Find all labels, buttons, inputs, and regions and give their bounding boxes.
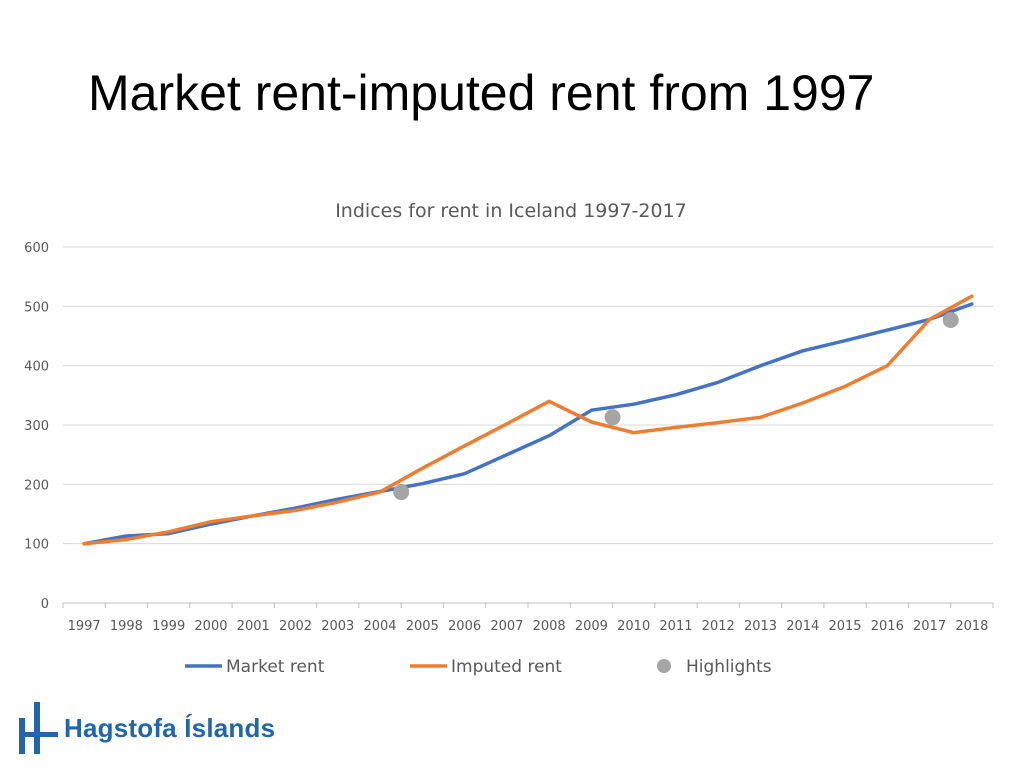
highlight-point <box>942 311 959 328</box>
legend-label-market-rent: Market rent <box>226 657 325 677</box>
x-tick-label: 1999 <box>152 619 185 634</box>
x-tick-label: 2017 <box>913 619 946 634</box>
line-chart: Indices for rent in Iceland 1997-2017 01… <box>24 200 994 677</box>
x-tick-label: 2016 <box>871 619 904 634</box>
x-tick-label: 2004 <box>363 619 396 634</box>
x-tick-label: 2006 <box>448 619 481 634</box>
hagstofa-logo: Hagstofa Íslands <box>16 700 275 756</box>
x-tick-label: 2018 <box>955 619 988 634</box>
highlights-group <box>393 311 959 501</box>
logo-mark-icon <box>19 702 58 754</box>
x-tick-label: 2008 <box>533 619 566 634</box>
highlight-point <box>604 409 621 426</box>
y-tick-label: 0 <box>41 597 49 612</box>
x-tick-label: 2000 <box>194 619 227 634</box>
x-tick-label: 1998 <box>110 619 143 634</box>
x-tick-label: 1997 <box>68 619 101 634</box>
x-tick-label: 2007 <box>490 619 523 634</box>
x-tick-label: 2014 <box>786 619 819 634</box>
chart-title: Indices for rent in Iceland 1997-2017 <box>335 200 687 222</box>
x-tick-label: 2015 <box>828 619 861 634</box>
legend-label-imputed-rent: Imputed rent <box>451 657 562 677</box>
y-axis: 0 100 200 300 400 500 600 <box>24 241 49 612</box>
y-tick-label: 100 <box>24 538 49 553</box>
x-tick-label: 2010 <box>617 619 650 634</box>
x-tick-label: 2001 <box>237 619 270 634</box>
x-tick-label: 2009 <box>575 619 608 634</box>
legend: Market rent Imputed rent Highlights <box>185 657 772 677</box>
highlight-point <box>393 484 410 501</box>
logo-text: Hagstofa Íslands <box>64 712 276 743</box>
series-line-market-rent <box>82 302 974 546</box>
x-tick-label: 2013 <box>744 619 777 634</box>
series-group <box>82 294 974 546</box>
series-line-imputed-rent <box>82 294 974 546</box>
x-tick-label: 2005 <box>406 619 439 634</box>
slide-title: Market rent-imputed rent from 1997 <box>88 65 875 121</box>
y-tick-label: 200 <box>24 478 49 493</box>
x-tick-label: 2002 <box>279 619 312 634</box>
x-axis: 1997 1998 1999 2000 2001 2002 2003 2004 2005 2006… <box>62 602 994 634</box>
grid <box>63 246 993 545</box>
x-tick-label: 2003 <box>321 619 354 634</box>
y-tick-label: 500 <box>24 300 49 315</box>
y-tick-label: 300 <box>24 419 49 434</box>
x-tick-label: 2012 <box>702 619 735 634</box>
legend-swatch-highlights <box>657 659 671 673</box>
y-tick-label: 400 <box>24 360 49 375</box>
x-tick-label: 2011 <box>659 619 692 634</box>
legend-label-highlights: Highlights <box>686 657 772 677</box>
y-tick-label: 600 <box>24 241 49 256</box>
